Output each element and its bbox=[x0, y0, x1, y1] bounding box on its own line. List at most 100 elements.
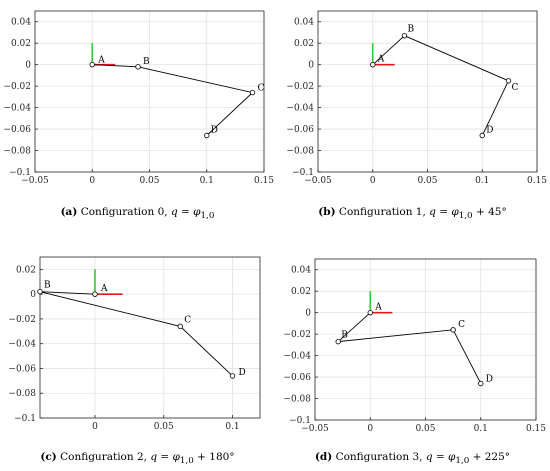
x-tick-label: 0.05 bbox=[154, 422, 174, 432]
y-tick-label: 0.04 bbox=[291, 266, 311, 276]
joint-c-label: C bbox=[512, 83, 519, 93]
caption-tag: (a) bbox=[60, 206, 78, 218]
x-tick-label: 0 bbox=[89, 176, 95, 186]
y-tick-label: 0.04 bbox=[11, 18, 31, 28]
caption-sub: 1,0 bbox=[458, 211, 473, 222]
joint-a-marker bbox=[367, 309, 373, 316]
joint-c-marker bbox=[450, 327, 456, 333]
x-tick-label: 0.1 bbox=[475, 176, 489, 186]
y-tick-label: 0 bbox=[30, 290, 36, 300]
x-tick-label: 0 bbox=[367, 424, 373, 434]
y-tick-label: 0.02 bbox=[11, 39, 31, 49]
y-tick-label: −0.1 bbox=[289, 416, 311, 426]
x-tick-label: 0.15 bbox=[526, 424, 546, 434]
chart-configuration-3: −0.05 0 0.05 0.1 0.15 −0.1 −0.08 −0.06 −0.04 −0.0… bbox=[283, 258, 546, 434]
joint-b-label: B bbox=[408, 25, 415, 35]
panel-d: −0.05 0 0.05 0.1 0.15 −0.1 −0.08 −0.06 −0.04 −0.0… bbox=[275, 245, 550, 471]
y-tick-label: −0.06 bbox=[283, 373, 311, 383]
x-tick-label: 0 bbox=[92, 422, 98, 432]
joint-d-label: D bbox=[486, 126, 493, 136]
caption-tag: (d) bbox=[314, 451, 333, 463]
joint-a-marker bbox=[92, 291, 98, 297]
y-tick-label: 0.04 bbox=[294, 18, 314, 28]
panel-b: −0.05 0 0.05 0.1 0.15 −0.1 −0.08 −0.06 −0.04 −0.0… bbox=[275, 0, 550, 235]
y-tick-label: −0.04 bbox=[286, 104, 314, 114]
panel-c: 0 0.05 0.1 −0.1 −0.08 −0.06 −0.04 −0.02 0 0.02 A B C… bbox=[0, 245, 275, 471]
joint-b-marker bbox=[37, 288, 43, 295]
caption-suffix: + 225° bbox=[469, 451, 511, 463]
caption-sub: 1,0 bbox=[179, 456, 194, 467]
joint-c-marker bbox=[177, 323, 183, 330]
y-tick-label: −0.06 bbox=[3, 125, 31, 135]
caption-d: (d) Configuration 3, q = φ1,0 + 225° bbox=[275, 451, 550, 466]
y-tick-label: −0.06 bbox=[8, 364, 36, 374]
linkage-line bbox=[336, 312, 482, 384]
y-tick-label: −0.02 bbox=[8, 315, 36, 325]
joint-d-label: D bbox=[239, 368, 246, 378]
chart-configuration-2: 0 0.05 0.1 −0.1 −0.08 −0.06 −0.04 −0.02 0 0.02 A B C… bbox=[8, 256, 261, 432]
caption-text: Configuration 1, bbox=[338, 206, 426, 218]
plot-area bbox=[39, 256, 261, 419]
joint-b-marker bbox=[335, 338, 341, 345]
joint-a-label: A bbox=[100, 284, 108, 294]
y-tick-label: −0.08 bbox=[8, 389, 36, 399]
caption-sub: 1,0 bbox=[455, 456, 470, 467]
chart-configuration-0: −0.05 0 0.05 0.1 0.15 −0.1 −0.08 −0.06 −0.04 −0.0… bbox=[3, 10, 274, 186]
caption-math: q = φ bbox=[429, 206, 459, 218]
y-tick-label: −0.04 bbox=[283, 352, 311, 362]
joint-d-marker bbox=[229, 373, 236, 379]
caption-math: q = φ bbox=[150, 451, 180, 463]
x-tick-label: 0.05 bbox=[417, 176, 437, 186]
linkage-line bbox=[39, 291, 233, 377]
caption-b: (b) Configuration 1, q = φ1,0 + 45° bbox=[275, 206, 550, 221]
joint-d-marker bbox=[479, 132, 485, 139]
y-tick-label: 0 bbox=[25, 61, 31, 71]
joint-a-marker bbox=[89, 61, 95, 68]
caption-sub: 1,0 bbox=[200, 211, 215, 222]
y-tick-label: 0.02 bbox=[16, 265, 36, 275]
joint-b-marker bbox=[401, 32, 408, 39]
joint-b-label: B bbox=[341, 331, 348, 341]
caption-suffix: + 180° bbox=[193, 451, 235, 463]
x-tick-label: 0.1 bbox=[225, 422, 239, 432]
joint-c-marker bbox=[249, 89, 256, 96]
joint-a-marker bbox=[370, 61, 376, 68]
x-tick-label: 0.05 bbox=[139, 176, 159, 186]
y-tick-label: −0.1 bbox=[292, 168, 314, 178]
caption-a: (a) Configuration 0, q = φ1,0 bbox=[0, 206, 275, 221]
y-tick-label: 0 bbox=[308, 61, 314, 71]
caption-math: q = φ bbox=[170, 206, 201, 218]
caption-suffix: + 45° bbox=[472, 206, 507, 218]
x-tick-label: −0.05 bbox=[21, 176, 49, 186]
caption-c: (c) Configuration 2, q = φ1,0 + 180° bbox=[0, 451, 275, 466]
x-tick-label: 0.05 bbox=[415, 424, 435, 434]
joint-c-marker bbox=[505, 78, 512, 84]
y-tick-label: −0.06 bbox=[286, 125, 314, 135]
x-tick-label: −0.05 bbox=[301, 424, 329, 434]
y-tick-label: −0.08 bbox=[3, 147, 31, 157]
linkage-line bbox=[92, 64, 254, 136]
caption-tag: (c) bbox=[40, 451, 57, 463]
joint-b-label: B bbox=[44, 281, 51, 291]
x-tick-label: 0 bbox=[370, 176, 376, 186]
joint-a-label: A bbox=[97, 56, 105, 66]
y-tick-label: −0.02 bbox=[3, 82, 31, 92]
y-tick-label: −0.04 bbox=[8, 340, 36, 350]
panel-a: −0.05 0 0.05 0.1 0.15 −0.1 −0.08 −0.06 −0.04 −0.0… bbox=[0, 0, 275, 235]
y-tick-label: −0.08 bbox=[283, 395, 311, 405]
y-tick-label: −0.02 bbox=[286, 82, 314, 92]
chart-configuration-1: −0.05 0 0.05 0.1 0.15 −0.1 −0.08 −0.06 −0.04 −0.0… bbox=[286, 10, 547, 186]
joint-d-label: D bbox=[486, 375, 493, 385]
caption-text: Configuration 3, bbox=[335, 451, 423, 463]
y-tick-label: 0.02 bbox=[294, 39, 314, 49]
caption-text: Configuration 0, bbox=[80, 206, 168, 218]
joint-d-marker bbox=[204, 132, 210, 139]
y-tick-label: −0.1 bbox=[9, 168, 31, 178]
x-tick-label: 0.1 bbox=[200, 176, 214, 186]
y-tick-label: −0.1 bbox=[14, 414, 36, 424]
joint-b-label: B bbox=[143, 57, 150, 67]
joint-a-label: A bbox=[374, 303, 382, 313]
x-tick-label: −0.05 bbox=[304, 176, 332, 186]
caption-tag: (b) bbox=[318, 206, 336, 218]
